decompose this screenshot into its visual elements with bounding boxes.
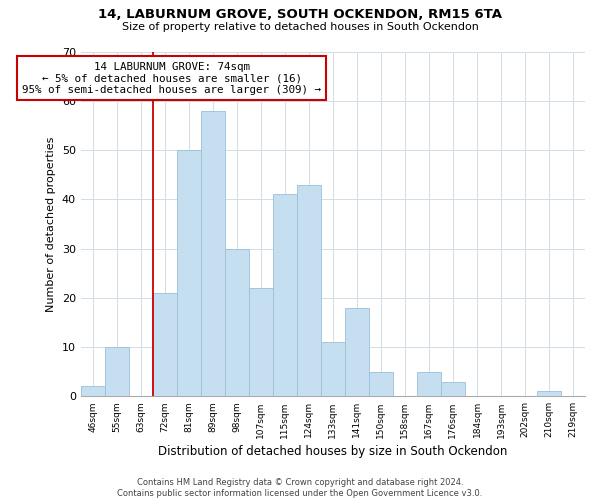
Bar: [321, 342, 345, 396]
Bar: [441, 382, 465, 396]
Bar: [537, 392, 561, 396]
Bar: [273, 194, 297, 396]
Bar: [297, 184, 321, 396]
Bar: [177, 150, 201, 396]
Y-axis label: Number of detached properties: Number of detached properties: [46, 136, 56, 312]
Bar: [249, 288, 273, 397]
Text: Size of property relative to detached houses in South Ockendon: Size of property relative to detached ho…: [122, 22, 478, 32]
Text: 14, LABURNUM GROVE, SOUTH OCKENDON, RM15 6TA: 14, LABURNUM GROVE, SOUTH OCKENDON, RM15…: [98, 8, 502, 20]
Bar: [345, 308, 369, 396]
Bar: [153, 293, 177, 397]
Text: 14 LABURNUM GROVE: 74sqm
← 5% of detached houses are smaller (16)
95% of semi-de: 14 LABURNUM GROVE: 74sqm ← 5% of detache…: [22, 62, 321, 95]
Text: Contains HM Land Registry data © Crown copyright and database right 2024.
Contai: Contains HM Land Registry data © Crown c…: [118, 478, 482, 498]
Bar: [201, 110, 225, 397]
Bar: [369, 372, 393, 396]
X-axis label: Distribution of detached houses by size in South Ockendon: Distribution of detached houses by size …: [158, 444, 508, 458]
Bar: [81, 386, 105, 396]
Bar: [417, 372, 441, 396]
Bar: [225, 248, 249, 396]
Bar: [105, 347, 129, 397]
